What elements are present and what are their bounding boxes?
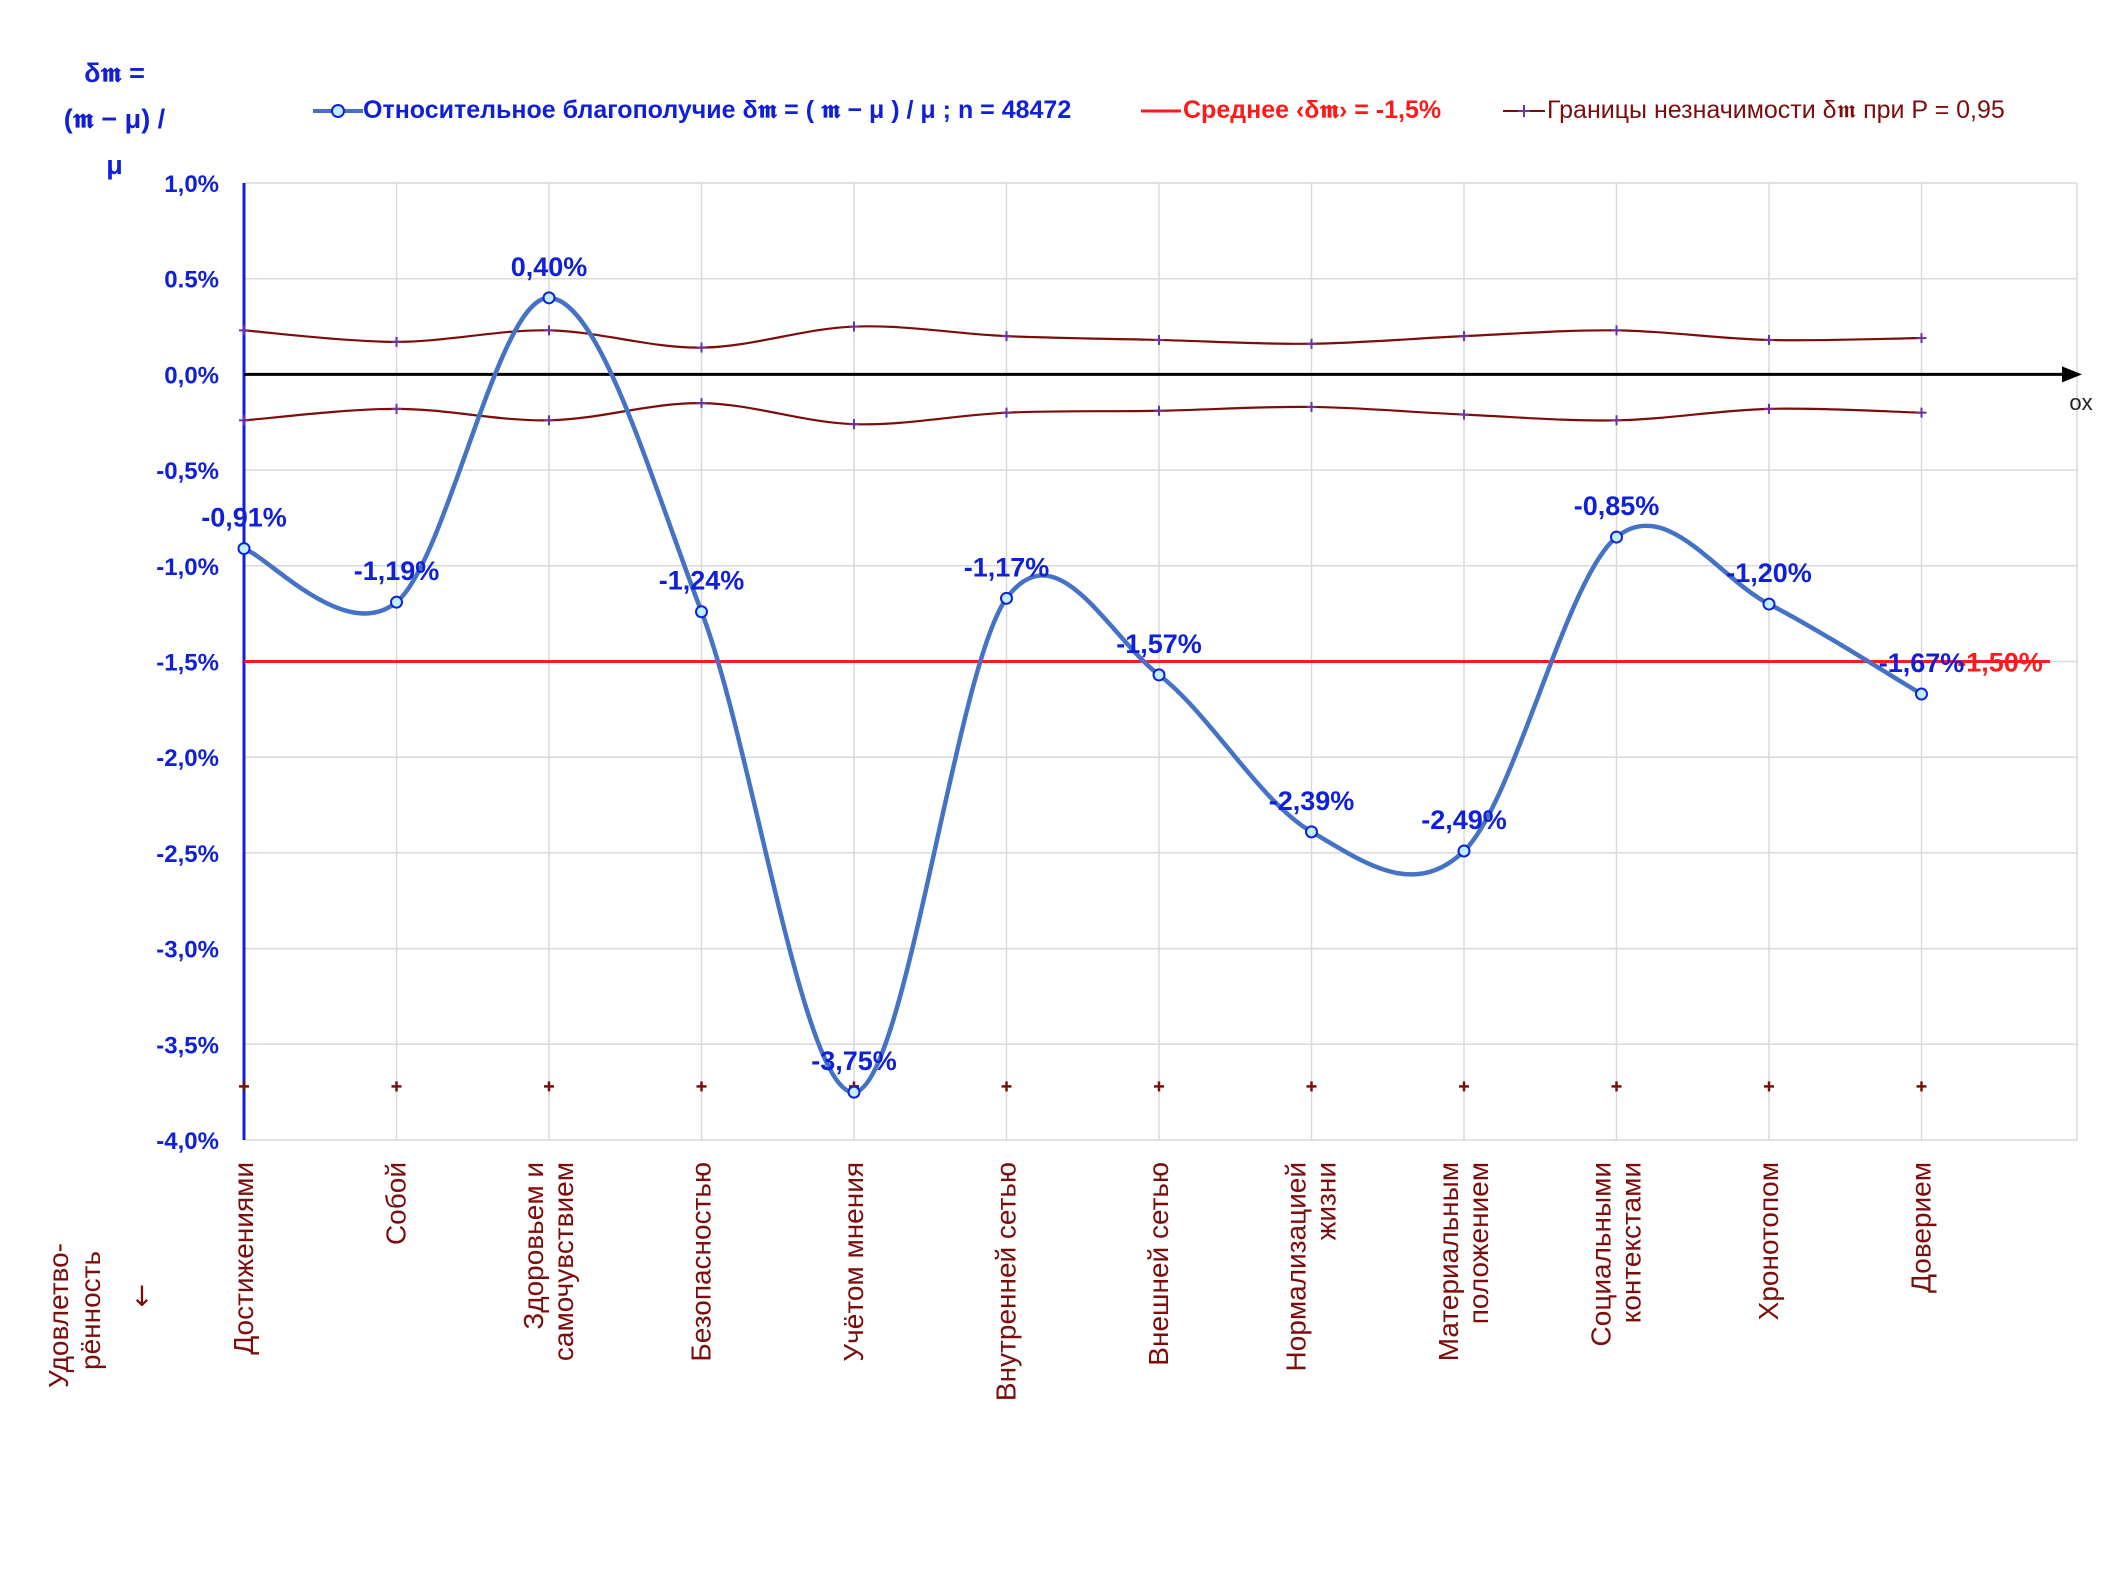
- data-label: -1,24%: [659, 566, 745, 596]
- x-category-label: Внутренней сетью: [991, 1162, 1022, 1401]
- x-category-label: Безопасностью: [686, 1162, 717, 1362]
- data-point: [847, 1085, 861, 1099]
- mean-label: -1,50%: [1957, 648, 2043, 678]
- bounds-line-lower: [243, 402, 1922, 426]
- data-point: [237, 542, 251, 556]
- y-tick-label: -1,5%: [156, 650, 219, 677]
- data-label: -2,39%: [1269, 786, 1355, 816]
- y-tick-label: -3,0%: [156, 937, 219, 964]
- data-point: [1305, 825, 1318, 839]
- legend-item-main: Относительное благополучие δ𝖒 = ( 𝖒 − μ …: [313, 96, 1071, 125]
- data-label: -2,49%: [1421, 805, 1507, 835]
- y-tick-label: -1,0%: [156, 554, 219, 581]
- x-axis-title-line: рённость: [75, 1251, 106, 1370]
- y-tick-label: -0,5%: [156, 458, 219, 485]
- legend-label-main: Относительное благополучие δ𝖒 = ( 𝖒 − μ …: [363, 96, 1072, 124]
- data-point: [695, 605, 708, 619]
- legend-marker-bounds: [1503, 104, 1545, 117]
- y-tick-label: -4,0%: [156, 1128, 219, 1155]
- legend-marker-main: [313, 103, 363, 118]
- data-point: [390, 595, 403, 609]
- data-label: -3,75%: [811, 1046, 897, 1076]
- legend-label-bounds: Границы незначимости δ𝖒 при P = 0,95: [1547, 96, 2005, 124]
- data-label: 0,40%: [511, 252, 588, 282]
- x-category-label: положением: [1463, 1162, 1494, 1324]
- x-axis-name: ox: [2069, 390, 2092, 415]
- data-label: -0,85%: [1574, 491, 1660, 521]
- y-tick-label: 0.5%: [164, 267, 219, 294]
- y-axis: 1,0% 0.5% 0,0% -0,5% -1,0% -1,5% -2,0% -2,5% -3,…: [156, 171, 246, 1155]
- y-tick-label: 1,0%: [164, 171, 219, 198]
- x-category-label: Достижениями: [228, 1162, 259, 1355]
- x-category-label: жизни: [1311, 1162, 1342, 1240]
- y-axis-title-line1: δ𝖒 =: [84, 58, 145, 88]
- y-tick-label: -2,5%: [156, 841, 219, 868]
- x-category-label: Социальными: [1586, 1162, 1617, 1346]
- data-label: -1,17%: [964, 552, 1050, 582]
- main-line: [243, 295, 1923, 1095]
- x-category-label: Внешней сетью: [1143, 1162, 1174, 1366]
- x-axis-title-line: Удовлетво-: [43, 1243, 74, 1388]
- data-label: -0,91%: [201, 503, 287, 533]
- data-point: [1610, 530, 1623, 544]
- data-point: [1152, 668, 1166, 682]
- data-point: [1000, 591, 1013, 605]
- legend-label-mean: Среднее ‹δ𝖒› = -1,5%: [1183, 96, 1442, 124]
- legend-marker-mean: [1141, 109, 1181, 112]
- x-category-label: контекстами: [1616, 1162, 1647, 1323]
- data-label: -1,20%: [1726, 558, 1812, 588]
- y-axis-title: δ𝖒 = (𝖒 − μ) / μ: [52, 50, 177, 188]
- x-category-label: Нормализацией: [1281, 1162, 1312, 1371]
- x-axis-arrow: [2062, 366, 2082, 383]
- data-point: [1457, 844, 1471, 858]
- series-main: -0,91% -1,19% 0,40% -1,24% -3,75% -1,17% -1,57…: [201, 252, 1965, 1099]
- y-tick-label: 0,0%: [164, 362, 219, 389]
- data-label: -1,19%: [354, 556, 440, 586]
- bounds-line-upper: [243, 325, 1922, 349]
- x-category-label: Хронотопом: [1753, 1162, 1784, 1320]
- legend-item-bounds: Границы незначимости δ𝖒 при P = 0,95: [1501, 96, 2005, 125]
- x-category-label: самочувствием: [548, 1162, 579, 1361]
- y-axis-title-line2: (𝖒 − μ) / μ: [63, 104, 166, 180]
- legend-item-mean: Среднее ‹δ𝖒› = -1,5%: [1139, 96, 1441, 125]
- x-category-label: Здоровьем и: [518, 1162, 549, 1330]
- y-tick-label: -3,5%: [156, 1032, 219, 1059]
- data-point: [1915, 687, 1928, 701]
- x-category-label: Материальным: [1433, 1162, 1464, 1361]
- x-axis: ox: [244, 366, 2093, 415]
- x-axis-title: Удовлетво-рённость ↓: [43, 1243, 154, 1388]
- x-axis-title-arrow: ↓: [130, 1280, 153, 1313]
- data-label: -1,57%: [1116, 629, 1202, 659]
- x-category-label: Доверием: [1906, 1162, 1937, 1293]
- y-tick-label: -2,0%: [156, 745, 219, 772]
- series-bounds: [239, 321, 1927, 1092]
- data-label: -1,67%: [1879, 648, 1965, 678]
- data-point: [1762, 597, 1776, 611]
- x-category-labels: Достижениями Собой Здоровьем и самочувствие…: [228, 1162, 1937, 1401]
- data-point: [542, 291, 556, 305]
- x-category-label: Собой: [381, 1162, 412, 1245]
- x-category-label: Учётом мнения: [838, 1162, 869, 1362]
